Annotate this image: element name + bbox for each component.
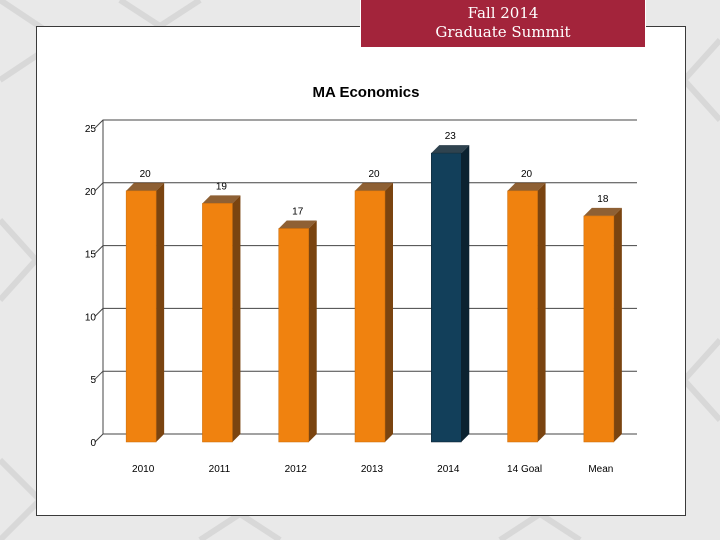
data-label: 20 [368,169,380,180]
bar-top [202,195,241,204]
bar-side [461,145,470,442]
data-label: 19 [216,181,228,192]
x-tick-label: Mean [588,464,613,475]
data-label: 20 [140,169,152,180]
y-tick-label: 0 [90,438,96,449]
y-tick-label: 10 [85,312,97,323]
data-label: 20 [521,169,533,180]
bar [583,215,615,443]
y-tick-label: 5 [90,375,96,386]
bar [125,190,157,443]
y-tick-label: 25 [85,124,97,135]
y-tick-label: 15 [85,250,97,261]
banner-line-1: Fall 2014 [467,4,539,22]
bar-side [232,195,241,442]
data-label: 17 [292,206,304,217]
bar-side [385,182,393,443]
bar-top [583,207,622,216]
bar [354,190,386,443]
data-label: 18 [597,194,609,205]
bar-top [431,145,470,154]
title-banner: Fall 2014 Graduate Summit [360,0,646,48]
banner-line-2: Graduate Summit [435,23,571,41]
bar-top [126,182,165,191]
chart-title: MA Economics [313,84,420,101]
x-tick-label: 2013 [361,464,384,475]
bar-side [308,220,317,442]
bar [202,203,233,443]
x-tick-label: 14 Goal [507,464,542,475]
gridline [94,119,637,129]
bar [278,228,309,443]
x-tick-label: 2010 [132,464,155,475]
x-tick-label: 2014 [437,464,460,475]
bar-side [613,207,622,442]
bar-side [156,182,165,443]
data-label: 23 [445,131,457,142]
bar-side [537,182,546,443]
bar-top [278,220,317,229]
bar [507,190,538,443]
y-tick-label: 20 [85,187,97,198]
bar-top [507,182,546,191]
x-tick-label: 2011 [209,464,231,475]
x-tick-label: 2012 [285,464,308,475]
bar-top [355,182,393,191]
bar [431,152,462,443]
